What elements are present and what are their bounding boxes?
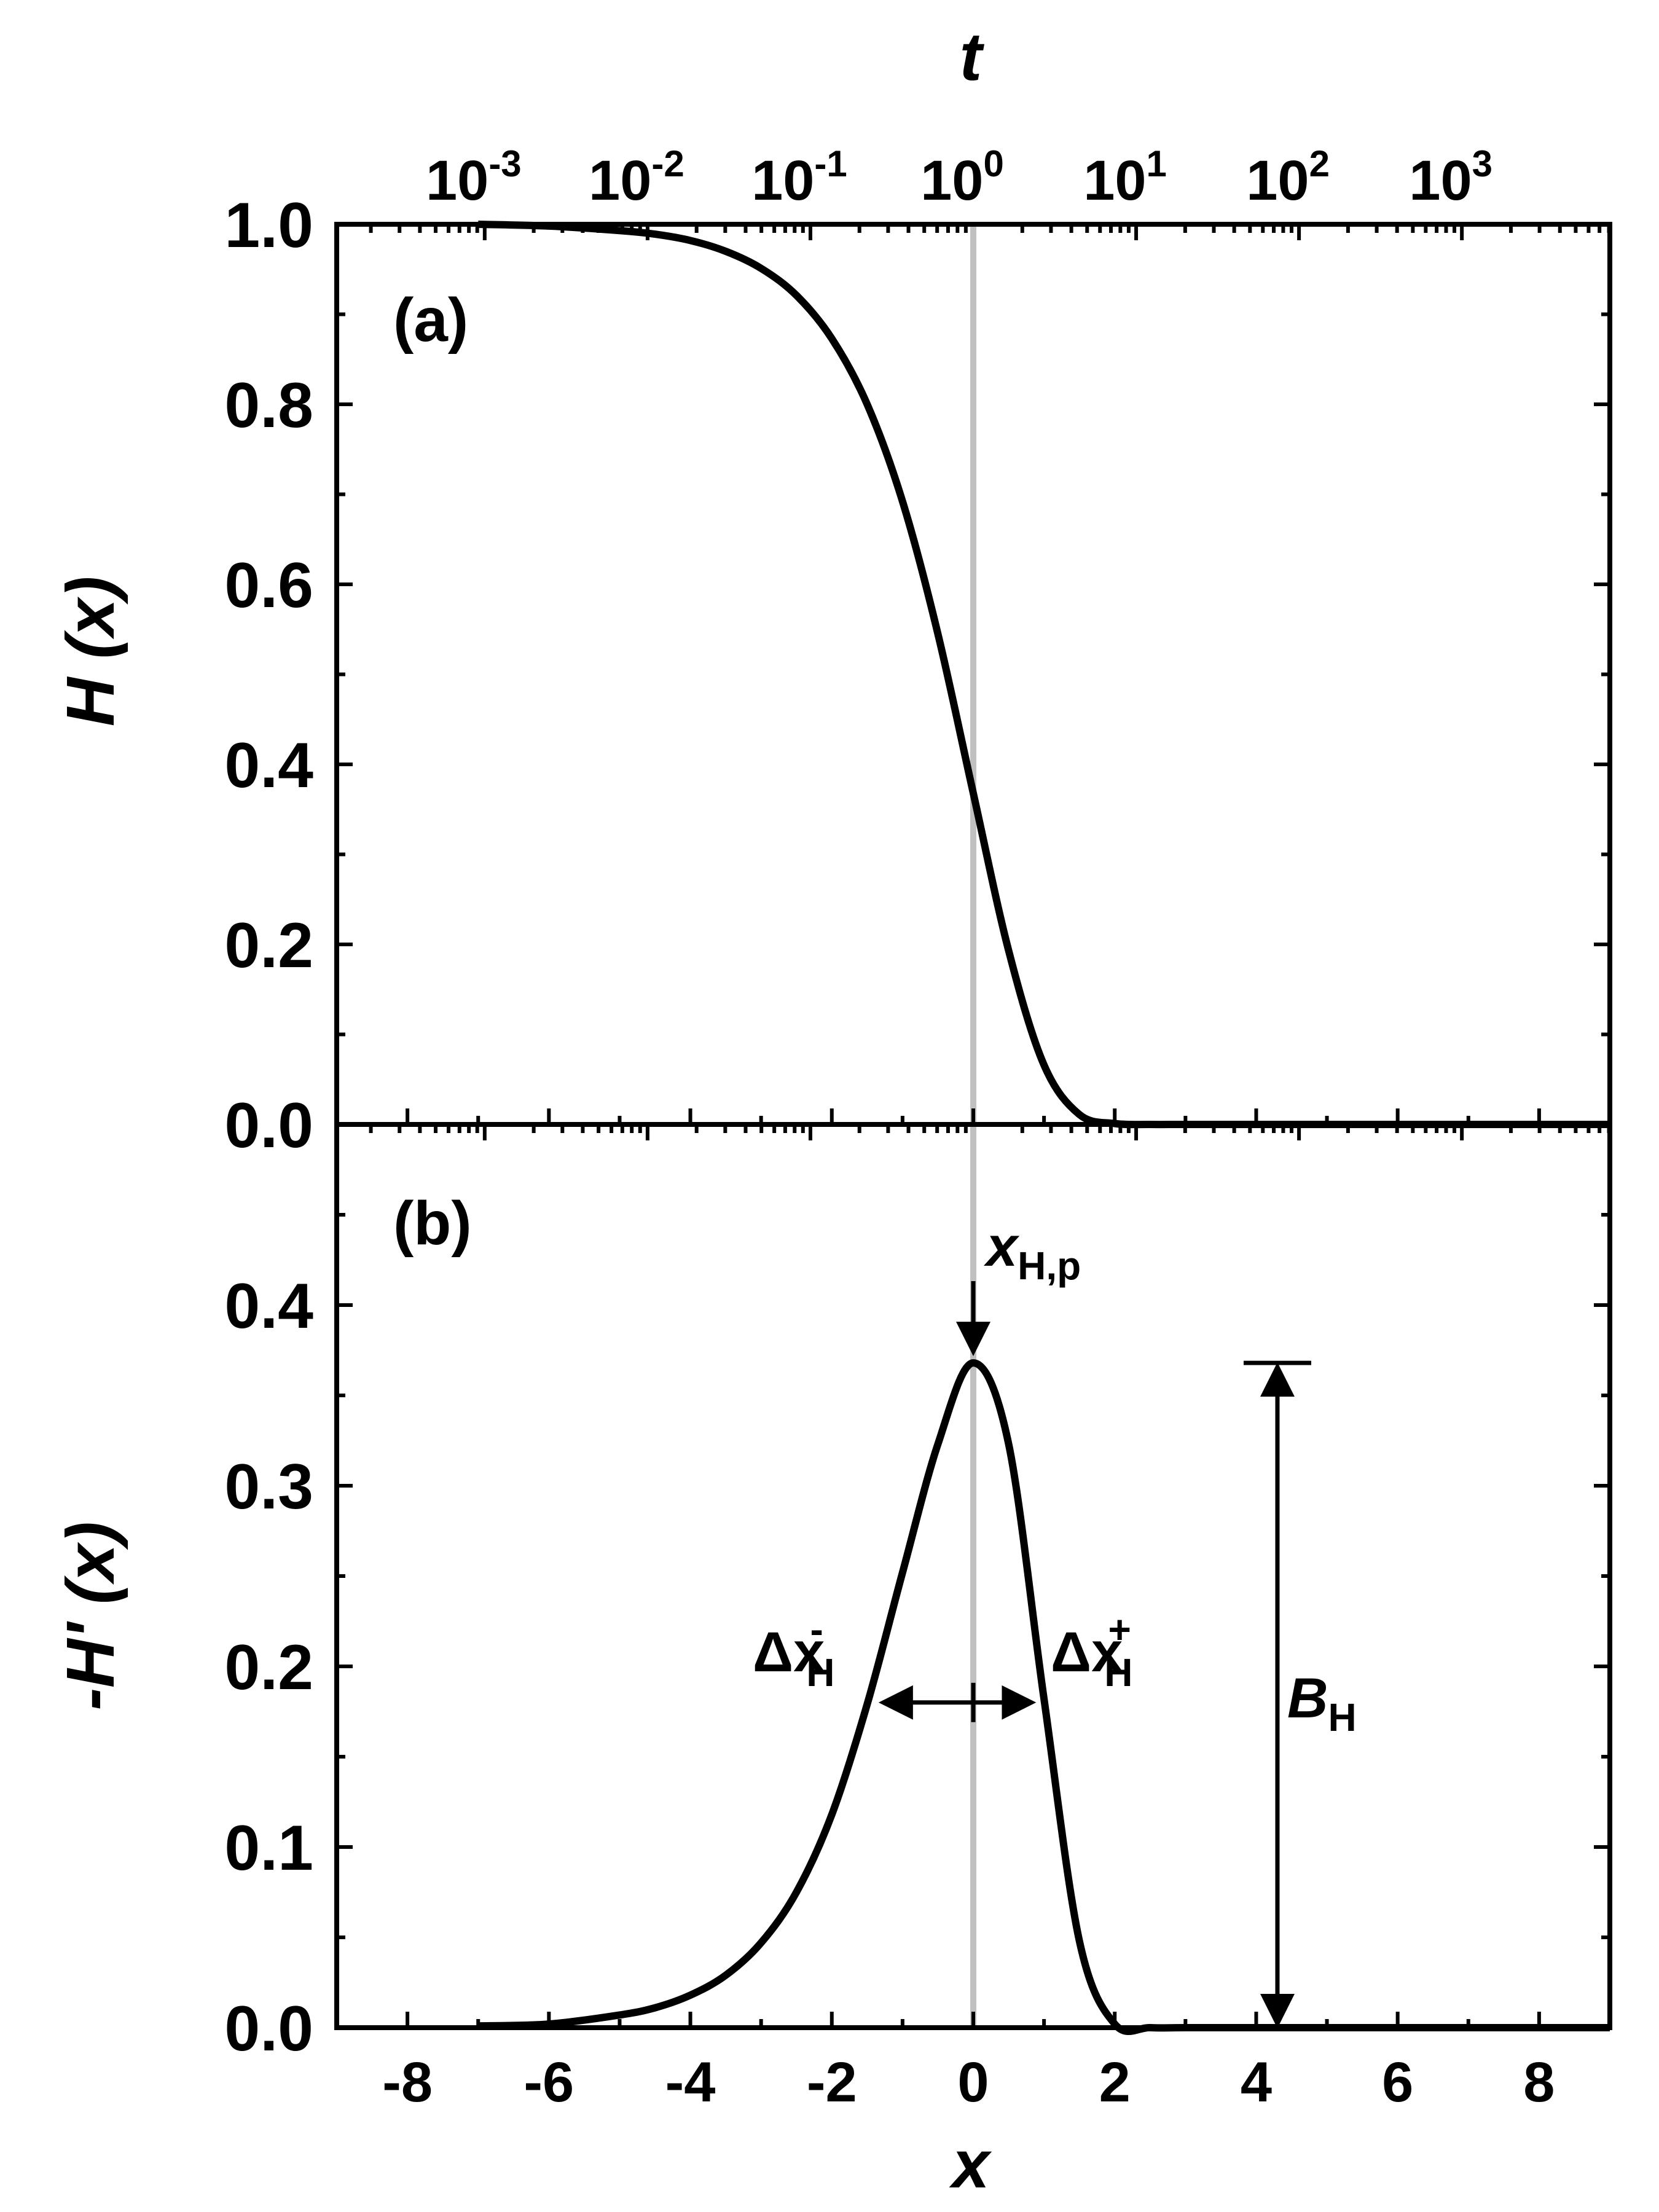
top-axis-tick-label: 10-3	[426, 143, 522, 212]
top-axis-tick-exp: 1	[1147, 143, 1167, 184]
panel-b-y-tick-label: 0.3	[224, 1451, 313, 1523]
panel-b-frame	[334, 1122, 1612, 2030]
panel-b-x-tick-label: 2	[1099, 2051, 1131, 2114]
panel-a-y-tick-label: 0.0	[224, 1090, 313, 1161]
top-axis-tick-exp: 3	[1472, 143, 1492, 184]
panel-b-y-tick-label: 0.0	[224, 1993, 313, 2065]
panel-a-y-tick-label: 0.6	[224, 550, 313, 621]
top-axis-tick-label: 10-1	[751, 143, 847, 212]
peak-label: xH,p	[983, 1215, 1081, 1288]
panel-b-curve	[478, 1359, 1610, 2035]
top-axis-tick-label: 102	[1246, 143, 1330, 212]
panel-b-x-tick-label: 6	[1382, 2051, 1413, 2114]
top-axis-tick-label: 100	[920, 143, 1004, 212]
panel-b-x-tick-label: -8	[382, 2051, 433, 2114]
panel-b-x-tick-labels: -8 -6 -4 -2 0 2 4 6 8	[382, 2051, 1555, 2114]
height-label: BH	[1287, 1667, 1357, 1739]
panel-b-label: (b)	[393, 1189, 472, 1258]
top-axis-tick-exp: 2	[1309, 143, 1330, 184]
panel-a-y-tick-label: 0.8	[224, 370, 313, 441]
top-axis-tick-exp: -2	[651, 143, 684, 184]
width-minus-label: ΔxH-	[753, 1607, 835, 1695]
top-axis-tick-base: 10	[920, 149, 983, 212]
panel-a-y-axis-title: H (x)	[53, 576, 128, 726]
panel-b-x-tick-label: -6	[524, 2051, 574, 2114]
panel-b-x-tick-label: 0	[957, 2051, 989, 2114]
top-axis-tick-exp: -3	[488, 143, 521, 184]
panel-a-label: (a)	[393, 286, 468, 355]
panel-b-x-tick-label: 4	[1241, 2051, 1272, 2114]
panel-b-annotations: xH,p ΔxH- ΔxH+ BH	[753, 1215, 1357, 2028]
panel-b-x-tick-label: -2	[807, 2051, 857, 2114]
panel-b-y-tick-label: 0.1	[224, 1813, 313, 1884]
top-axis-tick-base: 10	[426, 149, 488, 212]
panel-b-x-axis-title: x	[949, 2127, 992, 2202]
top-axis-tick-base: 10	[589, 149, 651, 212]
width-plus-label: ΔxH+	[1051, 1607, 1133, 1695]
top-axis-tick-base: 10	[751, 149, 814, 212]
top-axis-tick-exp: 0	[983, 143, 1003, 184]
panel-b-y-tick-labels: 0.0 0.1 0.2 0.3 0.4	[224, 1271, 313, 2065]
top-axis-tick-label: 101	[1083, 143, 1167, 212]
panel-a-y-tick-label: 0.2	[224, 910, 313, 981]
top-axis-tick-base: 10	[1083, 149, 1146, 212]
top-axis-title: t	[960, 19, 985, 95]
top-axis-tick-base: 10	[1409, 149, 1472, 212]
top-axis-ticks: 10-3 10-2 10-1 100 101 102 103	[369, 143, 1611, 1140]
panel-a-y-tick-label: 0.4	[224, 730, 313, 801]
top-axis-tick-base: 10	[1246, 149, 1309, 212]
panel-b-x-tick-label: -4	[665, 2051, 716, 2114]
panel-a-y-tick-label: 1.0	[224, 190, 313, 261]
panel-b-y-axis-title: -H' (x)	[53, 1521, 128, 1710]
panel-b-y-tick-label: 0.2	[224, 1632, 313, 1703]
panel-b: (b) 0.0 0.1 0.2 0.3 0.4 -8 -6 -4 -2 0 2 4 6 8 -H' (x…	[53, 1122, 1612, 2202]
panel-a-y-tick-labels: 0.0 0.2 0.4 0.6 0.8 1.0	[224, 190, 313, 1161]
panel-a: (a) 0.0 0.2 0.4 0.6 0.8 1.0 H (x)	[53, 190, 1612, 1161]
top-axis-tick-exp: -1	[814, 143, 847, 184]
top-axis-tick-label: 10-2	[589, 143, 684, 212]
panel-a-curve	[478, 221, 1610, 1129]
panel-b-x-tick-label: 8	[1523, 2051, 1555, 2114]
panel-b-y-tick-label: 0.4	[224, 1271, 313, 1342]
top-axis-tick-label: 103	[1409, 143, 1492, 212]
